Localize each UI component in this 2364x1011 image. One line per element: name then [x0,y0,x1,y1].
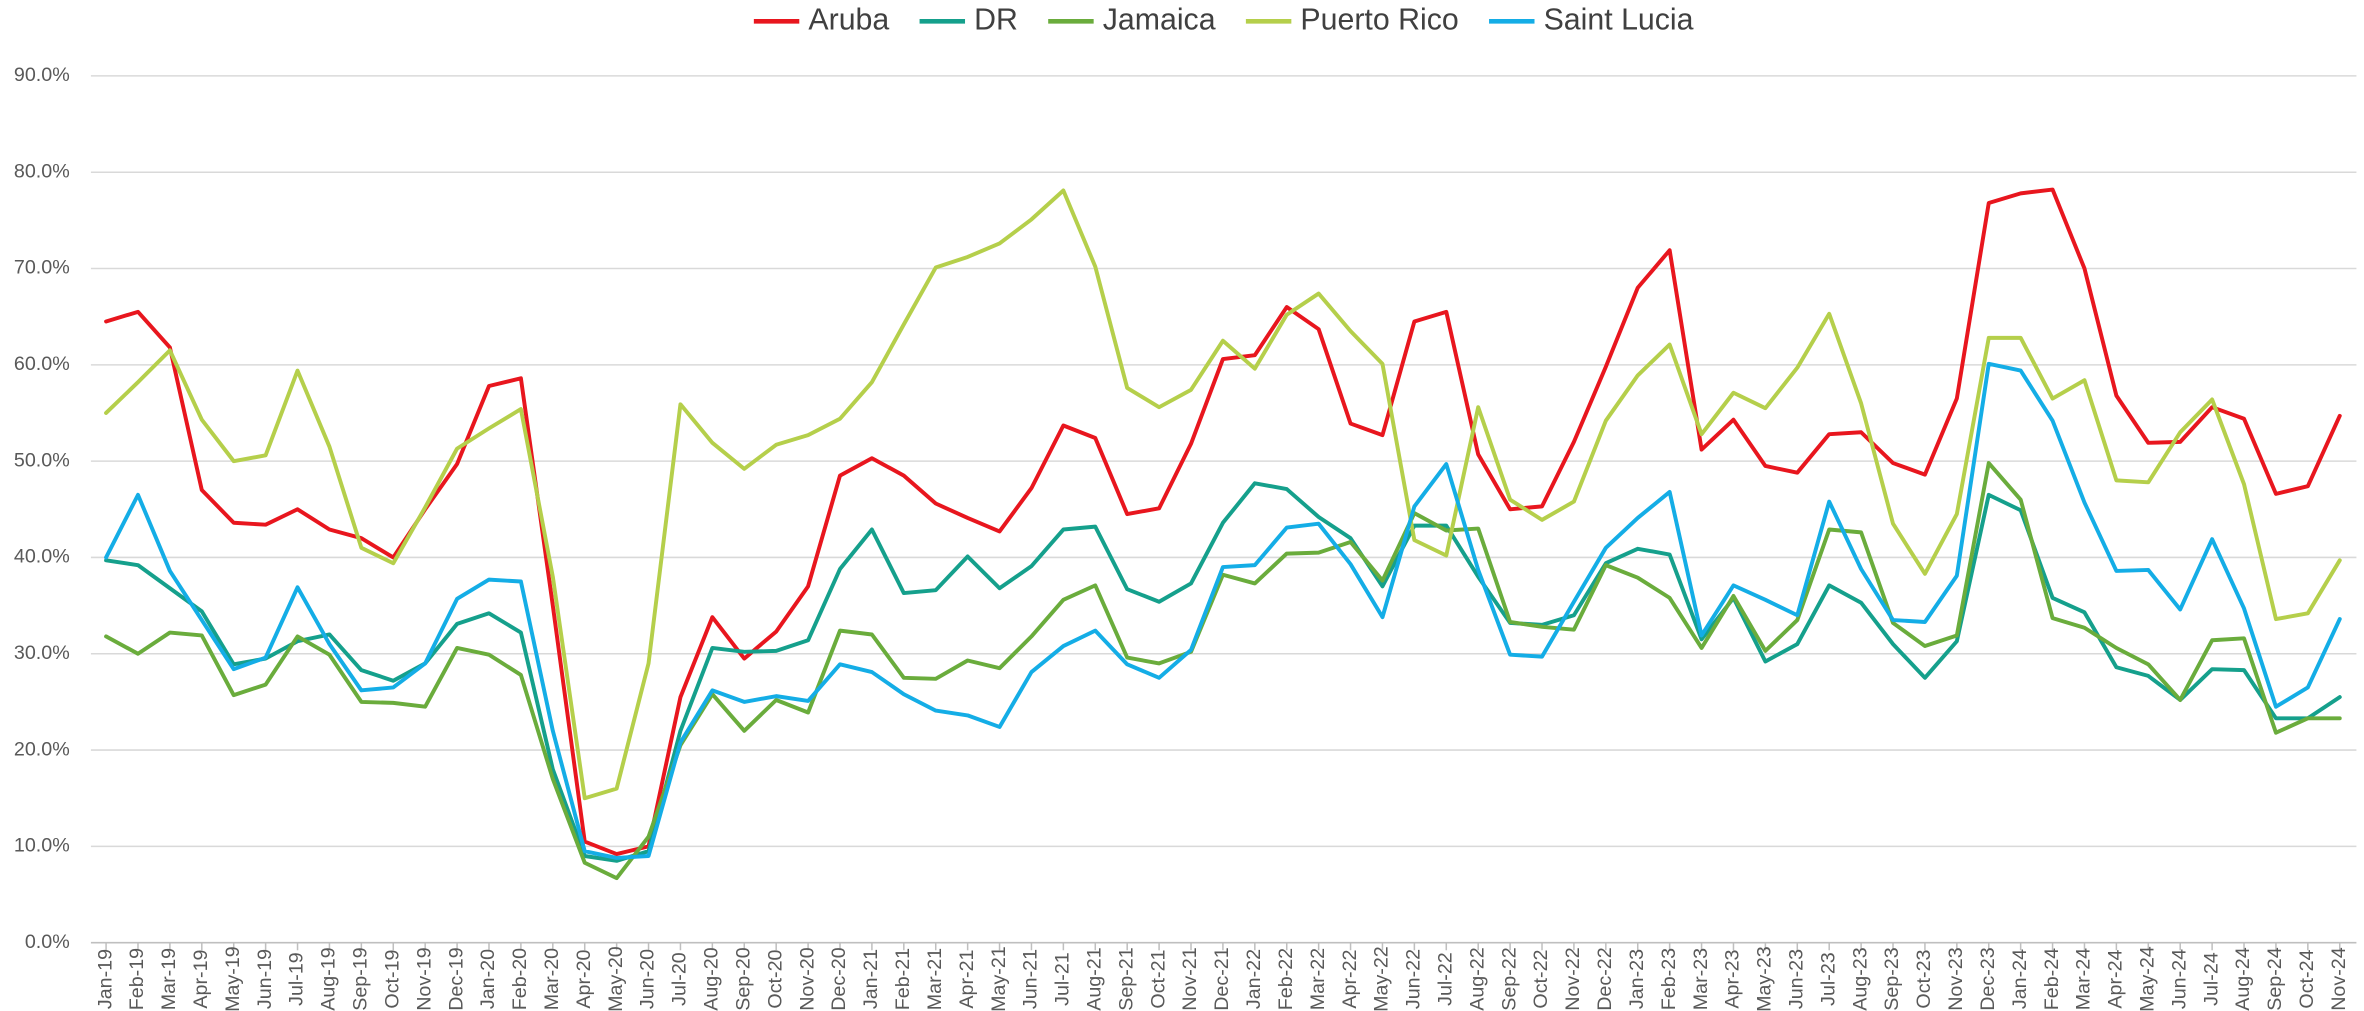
x-tick-label: Apr-21 [956,950,978,1009]
y-tick-label: 0.0% [25,931,70,953]
x-tick-label: Feb-20 [509,948,531,1010]
line-series [104,187,2342,857]
x-tick-label: Sep-20 [732,947,754,1011]
x-tick-label: Mar-24 [2073,948,2095,1010]
legend-label: Jamaica [1103,3,1216,36]
x-tick-label: Feb-24 [2041,948,2063,1010]
x-tick-label: Mar-20 [541,948,563,1010]
x-tick-label: Jul-24 [2200,952,2222,1006]
x-tick-label: Mar-21 [924,948,946,1010]
x-tick-label: Aug-21 [1083,947,1105,1011]
x-tick-label: Dec-23 [1977,947,1999,1011]
legend-label: Saint Lucia [1544,3,1694,36]
x-tick-label: Mar-19 [158,948,180,1010]
y-tick-label: 90.0% [14,64,70,86]
x-tick-label: Mar-22 [1307,948,1329,1010]
x-tick-label: Apr-20 [573,949,595,1008]
x-tick-label: Oct-23 [1913,949,1935,1008]
x-tick-label: Sep-23 [1881,947,1903,1011]
x-tick-label: Apr-23 [1722,949,1744,1008]
x-tick-label: Jun-22 [1403,949,1425,1009]
x-tick-label: Jun-23 [1785,949,1807,1009]
x-tick-label: Feb-23 [1658,948,1680,1010]
x-tick-label: Jan-22 [1243,949,1265,1009]
y-tick-label: 50.0% [14,449,70,471]
x-tick-label: Sep-19 [350,947,372,1011]
legend-label: Aruba [808,3,889,36]
x-tick-label: May-21 [988,946,1010,1011]
legend: Aruba DR Jamaica Puerto Rico Saint Lucia [753,3,1694,36]
y-tick-label: 20.0% [14,738,70,760]
x-tick-label: Jul-21 [1052,952,1074,1006]
x-tick-label: Aug-22 [1466,947,1488,1011]
x-tick-label: Oct-19 [381,949,403,1008]
x-tick-label: Jan-23 [1626,949,1648,1009]
x-tick-label: May-19 [222,946,244,1011]
x-tick-label: Feb-21 [892,948,914,1010]
x-tick-label: Apr-22 [1339,950,1361,1009]
x-tick-label: Aug-19 [318,947,340,1011]
x-tick-label: Nov-24 [2328,947,2350,1011]
x-tick-label: Dec-20 [828,947,850,1011]
x-tick-label: May-24 [2136,946,2158,1011]
x-tick-label: Aug-23 [1849,947,1871,1011]
x-tick-label: Apr-19 [190,949,212,1008]
y-tick-label: 60.0% [14,353,70,375]
x-tick-label: Sep-21 [1115,947,1137,1011]
x-tick-label: May-23 [1754,946,1776,1011]
x-tick-label: Jul-20 [669,952,691,1006]
x-tick-label: Sep-24 [2264,947,2286,1011]
x-tick-label: Oct-21 [1147,950,1169,1009]
x-tick-label: Feb-22 [1275,948,1297,1010]
x-tick-label: Nov-20 [796,947,818,1011]
y-tick-label: 80.0% [14,160,70,182]
x-tick-label: Dec-21 [1211,947,1233,1010]
y-tick-label: 40.0% [14,546,70,568]
x-tick-label: Dec-22 [1594,947,1616,1010]
x-tick-label: Nov-23 [1945,947,1967,1011]
y-tick-label: 30.0% [14,642,70,664]
x-tick-label: Apr-24 [2105,949,2127,1008]
x-tick-label: Aug-24 [2232,947,2254,1011]
x-tick-label: Mar-23 [1690,948,1712,1010]
x-tick-label: Oct-20 [764,949,786,1008]
y-tick-label: 10.0% [14,835,70,857]
y-tick-label: 70.0% [14,257,70,279]
x-tick-label: Jun-19 [254,949,276,1009]
x-tick-label: Feb-19 [126,948,148,1010]
x-tick-label: Oct-22 [1530,950,1552,1009]
x-tick-label: Nov-21 [1179,947,1201,1010]
x-tick-label: May-20 [605,946,627,1011]
x-tick-label: Jan-20 [477,949,499,1009]
x-tick-label: Nov-22 [1562,947,1584,1010]
x-tick-label: May-22 [1371,946,1393,1011]
x-tick-label: Dec-19 [445,947,467,1011]
x-tick-label: Jan-19 [94,949,116,1009]
x-tick-label: Jun-20 [637,949,659,1009]
x-tick-label: Jan-24 [2009,949,2031,1009]
x-tick-label: Jul-22 [1434,952,1456,1006]
x-tick-label: Jan-21 [860,949,882,1009]
x-tick-label: Jun-24 [2168,949,2190,1009]
x-tick-label: Jul-23 [1817,952,1839,1006]
x-tick-label: Jul-19 [286,952,308,1006]
x-tick-label: Nov-19 [413,947,435,1011]
line-series [104,188,2342,801]
x-tick-label: Sep-22 [1498,947,1520,1011]
line-series [104,461,2342,881]
x-tick-label: Jun-21 [1020,949,1042,1009]
x-tick-label: Aug-20 [701,947,723,1011]
x-tick-label: Oct-24 [2296,949,2318,1008]
line-series [104,361,2342,860]
line-series [104,481,2342,863]
legend-label: DR [974,3,1018,36]
legend-label: Puerto Rico [1300,3,1458,36]
